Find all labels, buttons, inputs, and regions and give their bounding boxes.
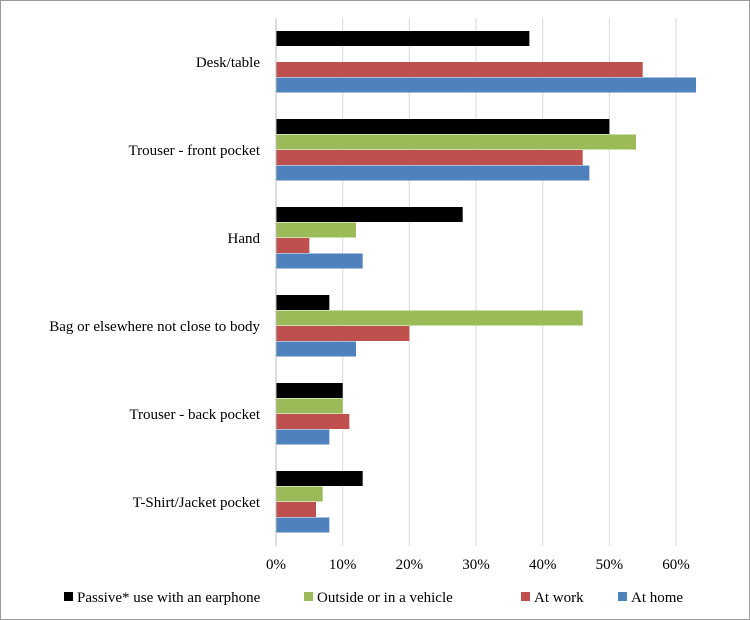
bar-trouser-front-pocket-outside-or-in-a-vehicle xyxy=(276,134,637,150)
category-label-trouser-back-pocket: Trouser - back pocket xyxy=(129,407,260,423)
bar-desk-table-at-home xyxy=(276,77,697,93)
bar-trouser-back-pocket-at-home xyxy=(276,429,330,445)
bar-t-shirt-jacket-pocket-at-work xyxy=(276,502,317,517)
category-labels: Desk/table Trouser - front pocket Hand Bag … xyxy=(49,55,261,511)
x-tick-40: 40% xyxy=(529,557,557,573)
category-label-t-shirt-jacket-pocket: T-Shirt/Jacket pocket xyxy=(133,495,261,511)
bars xyxy=(276,31,697,533)
legend-swatch-outside-or-in-a-vehicle xyxy=(304,592,313,601)
bar-hand-outside-or-in-a-vehicle xyxy=(276,222,357,238)
bar-bag-or-elsewhere-not-close-to-body-at-home xyxy=(276,341,357,357)
x-tick-10: 10% xyxy=(329,557,357,573)
bar-trouser-front-pocket-passive-use-with-an-earphone xyxy=(276,119,610,134)
legend-swatch-passive-use-with-an-earphone xyxy=(64,592,73,601)
bar-t-shirt-jacket-pocket-passive-use-with-an-earphone xyxy=(276,471,363,486)
bar-trouser-front-pocket-at-home xyxy=(276,165,590,181)
bar-bag-or-elsewhere-not-close-to-body-outside-or-in-a-vehicle xyxy=(276,310,583,326)
legend-label-at-work: At work xyxy=(534,590,584,606)
bar-bag-or-elsewhere-not-close-to-body-at-work xyxy=(276,326,410,341)
bar-trouser-front-pocket-at-work xyxy=(276,150,583,165)
legend-swatch-at-home xyxy=(618,592,627,601)
bar-desk-table-passive-use-with-an-earphone xyxy=(276,31,530,46)
legend: Passive* use with an earphone Outside or … xyxy=(64,590,683,606)
x-tick-60: 60% xyxy=(662,557,690,573)
legend-label-at-home: At home xyxy=(631,590,683,606)
category-label-trouser-front-pocket: Trouser - front pocket xyxy=(128,143,260,159)
gridlines xyxy=(342,18,677,546)
bar-trouser-back-pocket-passive-use-with-an-earphone xyxy=(276,383,343,398)
bar-hand-passive-use-with-an-earphone xyxy=(276,207,463,222)
category-label-desk-table: Desk/table xyxy=(196,55,260,71)
bar-bag-or-elsewhere-not-close-to-body-passive-use-with-an-earphone xyxy=(276,295,330,310)
x-tick-20: 20% xyxy=(396,557,424,573)
x-tick-0: 0% xyxy=(266,557,286,573)
legend-label-passive-use-with-an-earphone: Passive* use with an earphone xyxy=(77,590,261,606)
legend-swatch-at-work xyxy=(521,592,530,601)
x-tick-30: 30% xyxy=(462,557,490,573)
x-tick-labels: 0% 10% 20% 30% 40% 50% 60% xyxy=(266,557,690,573)
bar-trouser-back-pocket-at-work xyxy=(276,414,350,429)
bar-t-shirt-jacket-pocket-at-home xyxy=(276,517,330,533)
legend-label-outside-or-in-a-vehicle: Outside or in a vehicle xyxy=(317,590,453,606)
category-label-bag-or-elsewhere-not-close-to-body: Bag or elsewhere not close to body xyxy=(49,319,260,335)
bar-t-shirt-jacket-pocket-outside-or-in-a-vehicle xyxy=(276,486,323,502)
category-label-hand: Hand xyxy=(228,231,261,247)
bar-trouser-back-pocket-outside-or-in-a-vehicle xyxy=(276,398,343,414)
bar-desk-table-at-work xyxy=(276,62,643,77)
bar-hand-at-home xyxy=(276,253,363,269)
bar-hand-at-work xyxy=(276,238,310,253)
x-tick-50: 50% xyxy=(596,557,624,573)
